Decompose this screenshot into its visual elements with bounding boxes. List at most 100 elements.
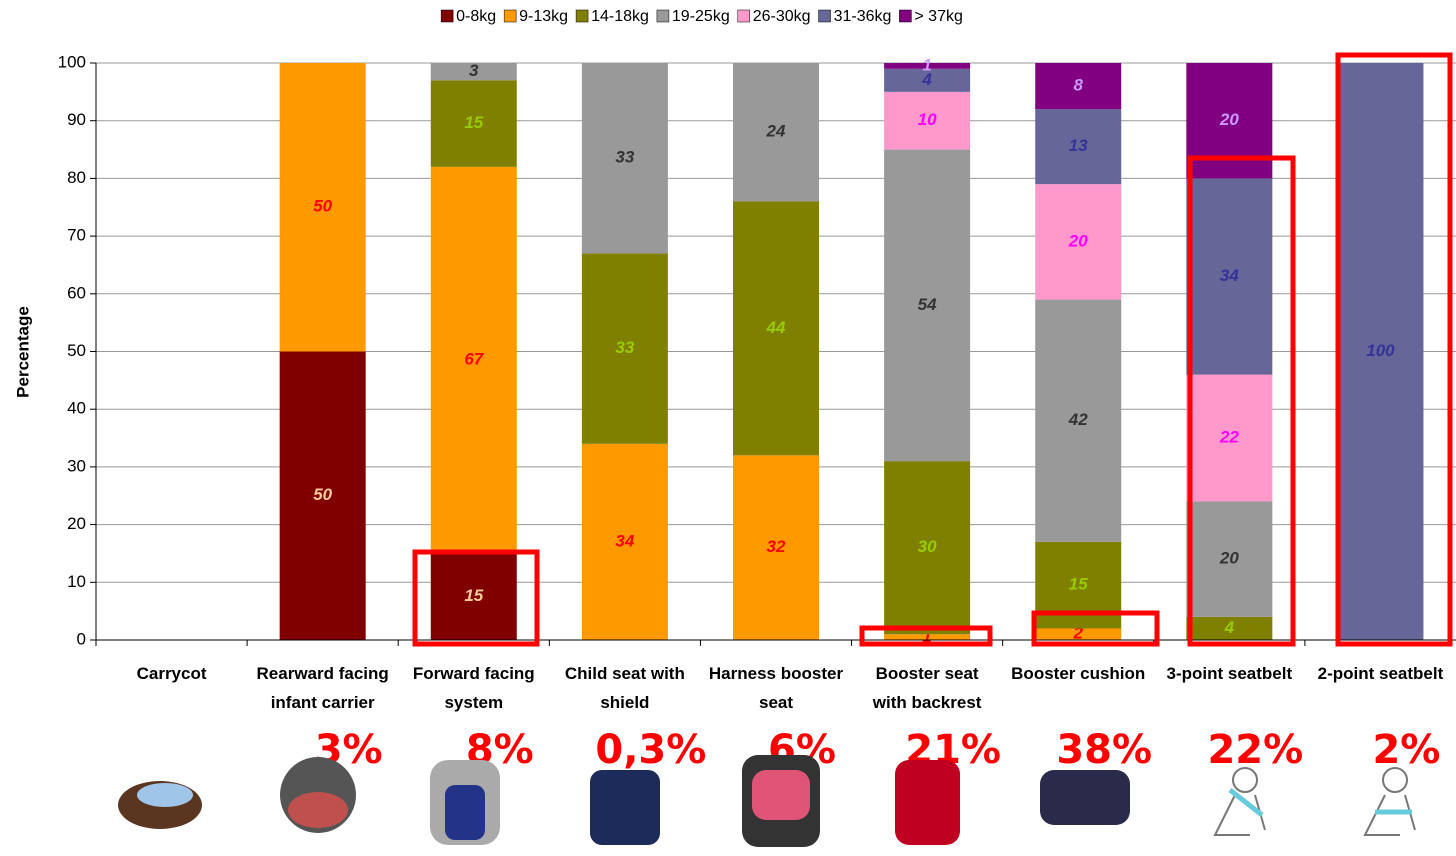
bar-segment xyxy=(884,91,971,150)
y-tick-label: 60 xyxy=(67,283,86,302)
legend-label: 0-8kg xyxy=(456,8,496,25)
legend-swatch xyxy=(656,9,670,23)
bar-segment xyxy=(884,63,971,69)
legend-swatch xyxy=(575,9,589,23)
bar-segment xyxy=(1186,178,1273,375)
value-label: 3 xyxy=(469,61,479,80)
value-label: 67 xyxy=(464,350,484,369)
bar-segment xyxy=(430,166,517,554)
bar-segment xyxy=(1337,63,1424,640)
legend: 0-8kg 9-13kg 14-18kg 19-25kg 26-30kg 31-36kg >… xyxy=(440,8,963,25)
highlight-box xyxy=(1031,610,1160,647)
value-label: 20 xyxy=(1068,231,1088,250)
y-axis-label: Percentage xyxy=(13,306,32,398)
bar-segment xyxy=(279,351,366,640)
value-label: 1 xyxy=(922,55,931,74)
legend-label: 14-18kg xyxy=(591,8,649,25)
y-tick-label: 40 xyxy=(67,399,86,418)
legend-swatch xyxy=(737,9,750,23)
bar-segment xyxy=(884,461,971,635)
legend-swatch xyxy=(503,9,517,23)
bar-segment xyxy=(733,63,819,202)
y-tick-label: 20 xyxy=(67,514,86,533)
y-tick-label: 10 xyxy=(67,572,86,591)
value-label: 50 xyxy=(313,197,332,216)
usage-label: 2% xyxy=(1372,727,1440,773)
y-tick-label: 100 xyxy=(58,52,86,71)
value-label: 15 xyxy=(464,586,483,605)
value-label: 100 xyxy=(1366,341,1395,360)
value-label: 33 xyxy=(615,148,634,167)
highlight-box xyxy=(412,549,540,647)
value-label: 20 xyxy=(1219,110,1239,129)
highlight-box xyxy=(1187,155,1296,647)
value-label: 1 xyxy=(922,627,931,646)
value-label: 15 xyxy=(464,113,483,132)
bar-segment xyxy=(1035,184,1122,300)
bar-segment xyxy=(581,443,668,640)
value-label: 44 xyxy=(766,318,786,337)
usage-label: 38% xyxy=(1056,727,1152,773)
bar-segment xyxy=(1035,63,1122,110)
legend-label: > 37kg xyxy=(914,8,962,25)
legend-swatch xyxy=(440,9,454,23)
x-tick-label: Booster cushion xyxy=(1011,664,1145,683)
value-label: 13 xyxy=(1069,136,1088,155)
legend-label: 19-25kg xyxy=(672,8,730,25)
y-tick-label: 30 xyxy=(67,456,86,475)
bar-segment xyxy=(1035,628,1122,640)
bar-segment xyxy=(430,63,517,81)
value-label: 10 xyxy=(918,110,937,129)
highlight-box xyxy=(859,625,993,647)
x-tick-label: 2-point seatbelt xyxy=(1318,664,1444,683)
highlight-box xyxy=(1335,52,1453,647)
legend-swatch xyxy=(818,9,831,23)
x-tick-label: Rearward facing infant carrier xyxy=(257,664,389,712)
value-label: 20 xyxy=(1219,549,1239,568)
value-label: 32 xyxy=(767,537,786,556)
bar-segment xyxy=(1186,374,1273,502)
bar-segment xyxy=(430,553,517,640)
y-tick-label: 0 xyxy=(77,629,86,648)
x-tick-label: Harness booster seat xyxy=(709,664,844,712)
x-tick-label: Booster seat with backrest xyxy=(872,664,982,712)
x-tick-label: Child seat with shield xyxy=(565,664,685,712)
value-label: 24 xyxy=(766,122,786,141)
bar-segment xyxy=(1035,299,1122,542)
value-label: 50 xyxy=(313,485,332,504)
x-tick-label: Forward facing system xyxy=(413,664,535,712)
bar-segment xyxy=(733,455,819,640)
bar-segment xyxy=(279,63,366,352)
bar-segment xyxy=(884,634,971,640)
legend-label: 26-30kg xyxy=(753,8,811,25)
value-label: 8 xyxy=(1073,76,1083,95)
bar-segment xyxy=(884,149,971,462)
value-label: 54 xyxy=(918,295,937,314)
bar-segment xyxy=(581,253,668,444)
value-label: 30 xyxy=(918,537,937,556)
bar-segment xyxy=(430,80,517,167)
value-label: 34 xyxy=(615,531,634,550)
usage-label: 22% xyxy=(1207,727,1303,773)
x-tick-label: 3-point seatbelt xyxy=(1167,664,1293,683)
value-label: 2 xyxy=(1072,624,1083,643)
value-label: 15 xyxy=(1069,575,1088,594)
value-label: 22 xyxy=(1219,428,1239,447)
bar-segment xyxy=(581,63,668,254)
value-label: 42 xyxy=(1068,410,1088,429)
value-label: 33 xyxy=(615,338,634,357)
bar-segment xyxy=(884,68,971,92)
bar-segment xyxy=(1035,109,1122,185)
legend-label: 9-13kg xyxy=(519,8,568,25)
bar-segment xyxy=(1186,616,1273,640)
seat-icons xyxy=(118,755,1416,847)
value-label: 34 xyxy=(1220,266,1239,285)
y-tick-label: 50 xyxy=(67,341,86,360)
value-label: 4 xyxy=(921,70,932,89)
usage-label: 0,3% xyxy=(595,727,706,773)
bar-segment xyxy=(733,201,819,456)
bar-segment xyxy=(1186,501,1273,617)
legend-swatch xyxy=(899,9,912,23)
